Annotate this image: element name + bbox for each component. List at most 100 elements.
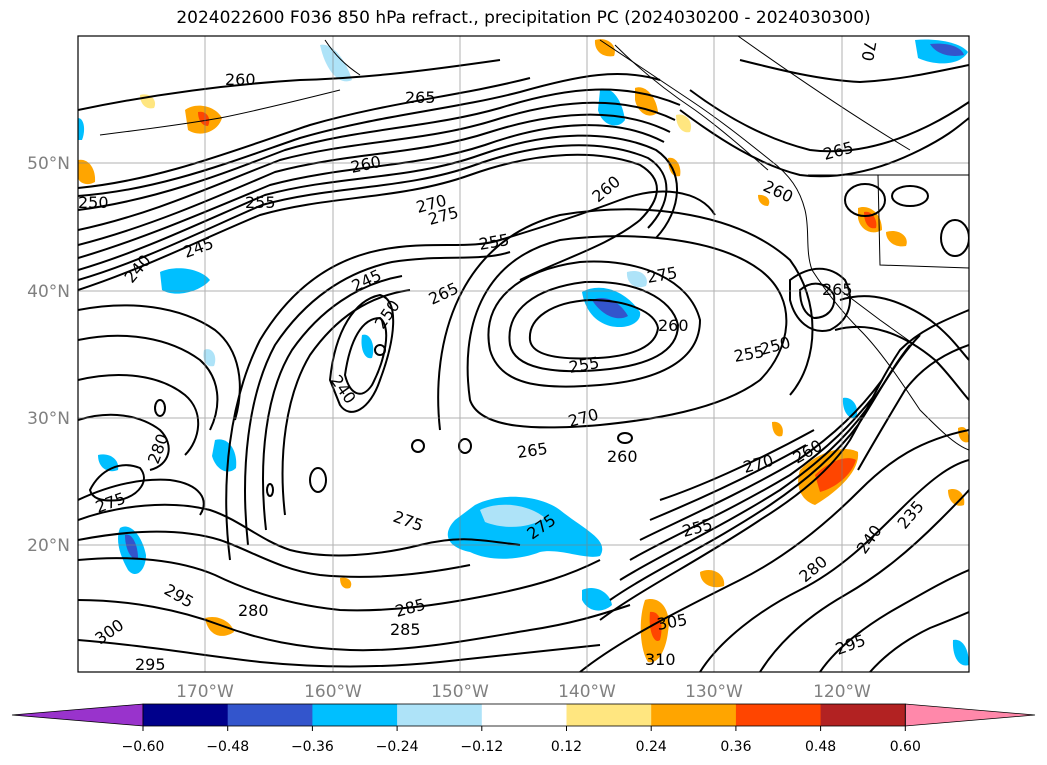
colorbar-segment xyxy=(651,704,737,726)
contour-line xyxy=(458,438,472,454)
contour-line xyxy=(309,467,327,493)
contour-line xyxy=(78,304,241,421)
colorbar-segment xyxy=(481,704,567,726)
precip-blob xyxy=(772,421,783,437)
contour-line xyxy=(869,611,969,672)
contour-line xyxy=(78,374,200,456)
contour-line xyxy=(78,77,531,189)
border-line xyxy=(737,36,911,151)
colorbar-tick-label: 0.36 xyxy=(720,739,751,755)
graticule xyxy=(78,36,969,672)
lat-label: 30°N xyxy=(27,409,70,429)
lat-label: 20°N xyxy=(27,536,70,556)
contour-line xyxy=(689,89,969,153)
precip-blob xyxy=(649,611,662,641)
border-line xyxy=(877,174,969,269)
lat-label: 50°N xyxy=(27,154,70,174)
colorbar-extend-right xyxy=(904,703,1036,727)
contour-line xyxy=(819,569,969,672)
colorbar-tick-label: −0.12 xyxy=(460,739,503,755)
contour-label: 260 xyxy=(225,70,256,89)
contour-line xyxy=(78,530,471,578)
colorbar-segment xyxy=(566,704,652,726)
colorbar-segment xyxy=(312,704,398,726)
border-line xyxy=(839,289,916,346)
precip-blob xyxy=(320,44,352,82)
contour-line xyxy=(88,464,145,502)
contour-label: 70 xyxy=(858,39,880,62)
contour-label: 265 xyxy=(405,88,436,107)
contour-line xyxy=(266,483,274,497)
colorbar-segment xyxy=(735,704,822,726)
colorbar-segment xyxy=(397,704,483,726)
colorbar-outline xyxy=(142,703,906,727)
contour-line xyxy=(343,316,388,395)
precip-blob xyxy=(930,43,964,56)
contour-label: 295 xyxy=(135,655,166,674)
contour-line xyxy=(629,395,875,561)
precip-blob xyxy=(676,114,692,133)
lat-label: 40°N xyxy=(27,282,70,302)
contour-line xyxy=(262,275,403,531)
contour-line xyxy=(639,379,883,541)
precip-blob xyxy=(125,534,138,559)
precip-blob xyxy=(952,639,969,666)
precip-blob xyxy=(626,270,647,288)
precip-blob xyxy=(886,230,907,247)
contour-line xyxy=(759,489,969,672)
contour-line xyxy=(437,208,814,431)
contour-label: 285 xyxy=(390,620,421,639)
contour-label: 260 xyxy=(607,447,638,466)
contour-line xyxy=(789,267,851,332)
contour-line xyxy=(78,124,665,259)
contour-line xyxy=(328,293,395,413)
colorbar-segment xyxy=(820,704,906,726)
precip-blob xyxy=(160,268,210,294)
precip-blob xyxy=(948,489,965,506)
contour-line xyxy=(466,235,788,429)
precip-blob xyxy=(758,194,770,206)
contour-label: 280 xyxy=(238,601,269,620)
contour-line xyxy=(78,599,631,652)
contour-line xyxy=(619,334,921,581)
colorbar-tick-label: −0.48 xyxy=(206,739,249,755)
colorbar-tick-label: −0.24 xyxy=(376,739,419,755)
precip-blob xyxy=(815,458,856,492)
precip-blob xyxy=(594,39,615,57)
coastline xyxy=(614,44,769,171)
contour-line xyxy=(374,344,386,356)
precip-blob xyxy=(203,349,216,367)
lon-label: 150°W xyxy=(431,682,489,702)
colorbar-segment xyxy=(227,704,313,726)
contour-line xyxy=(487,260,702,388)
precip-blob xyxy=(361,334,374,359)
contour-label: 250 xyxy=(78,193,109,212)
contour-line xyxy=(411,439,425,453)
contour-line xyxy=(798,282,836,320)
lon-label: 130°W xyxy=(685,682,743,702)
colorbar-tick-label: 0.60 xyxy=(890,739,921,755)
plot-frame xyxy=(77,35,970,673)
colorbar-extend-left xyxy=(11,703,144,727)
contour-line xyxy=(617,432,633,444)
contour-line xyxy=(78,639,601,668)
precip-blob xyxy=(340,577,352,589)
contour-label: 255 xyxy=(245,193,276,212)
coastline xyxy=(324,39,361,76)
precip-blob xyxy=(582,587,612,611)
lon-label: 120°W xyxy=(813,682,871,702)
colorbar-segment xyxy=(143,704,229,726)
contour-line xyxy=(891,185,929,207)
coastline xyxy=(99,89,341,136)
contour-line xyxy=(78,144,668,281)
contour-line xyxy=(834,325,969,401)
contour-label: 260 xyxy=(658,316,689,335)
precip-blob xyxy=(198,111,210,126)
precip-blob xyxy=(668,157,681,177)
contour-line xyxy=(154,399,166,417)
map-title: 2024022600 F036 850 hPa refract., precip… xyxy=(176,8,871,28)
contour-line xyxy=(579,429,969,672)
contour-line xyxy=(857,344,969,471)
lon-label: 160°W xyxy=(304,682,362,702)
colorbar-tick-label: −0.60 xyxy=(122,739,165,755)
